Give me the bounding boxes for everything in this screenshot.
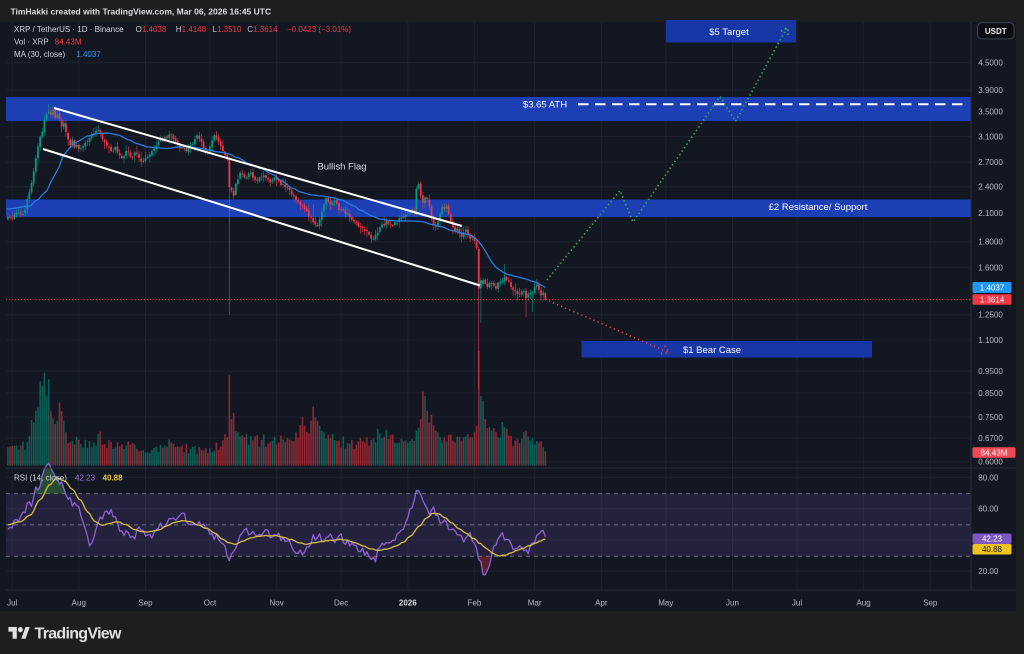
svg-text:1.4037: 1.4037 <box>76 50 101 59</box>
svg-text:Aug: Aug <box>72 599 86 608</box>
svg-text:Sep: Sep <box>138 599 153 608</box>
svg-text:0.9500: 0.9500 <box>978 367 1003 376</box>
svg-text:Vol · XRP: Vol · XRP <box>14 38 49 47</box>
svg-text:Sep: Sep <box>923 599 938 608</box>
svg-text:C1.3614: C1.3614 <box>247 25 278 34</box>
svg-text:TimHakki created with TradingV: TimHakki created with TradingView.com, M… <box>11 6 272 16</box>
svg-text:O1.4038: O1.4038 <box>136 25 167 34</box>
svg-text:84.43M: 84.43M <box>981 448 1008 457</box>
svg-text:42.23: 42.23 <box>75 474 96 483</box>
svg-text:4.5000: 4.5000 <box>978 59 1003 68</box>
svg-text:L1.3510: L1.3510 <box>213 25 242 34</box>
svg-text:42.23: 42.23 <box>982 535 1003 544</box>
svg-text:0.6700: 0.6700 <box>978 434 1003 443</box>
svg-text:1.1000: 1.1000 <box>978 336 1003 345</box>
svg-text:1.6000: 1.6000 <box>978 263 1003 272</box>
svg-text:Apr: Apr <box>595 599 608 608</box>
svg-text:Dec: Dec <box>334 599 348 608</box>
svg-text:3.9000: 3.9000 <box>978 86 1003 95</box>
svg-text:80.00: 80.00 <box>978 473 999 482</box>
svg-text:40.88: 40.88 <box>982 545 1003 554</box>
svg-text:MA (30, close): MA (30, close) <box>14 50 65 59</box>
svg-text:2.7000: 2.7000 <box>978 158 1003 167</box>
svg-text:3.5000: 3.5000 <box>978 107 1003 116</box>
svg-text:Aug: Aug <box>856 599 870 608</box>
svg-text:0.6000: 0.6000 <box>978 458 1003 467</box>
svg-text:1.3614: 1.3614 <box>980 295 1005 304</box>
svg-text:20.00: 20.00 <box>978 567 999 576</box>
svg-text:May: May <box>658 599 673 608</box>
svg-text:XRP / TetherUS · 1D · Binance: XRP / TetherUS · 1D · Binance <box>14 25 124 34</box>
svg-text:Mar: Mar <box>528 599 542 608</box>
svg-text:Feb: Feb <box>468 599 482 608</box>
svg-text:1.8000: 1.8000 <box>978 238 1003 247</box>
svg-text:84.43M: 84.43M <box>55 38 82 47</box>
svg-text:2.1000: 2.1000 <box>978 209 1003 218</box>
svg-text:Bullish Flag: Bullish Flag <box>317 162 366 173</box>
svg-text:Nov: Nov <box>269 599 283 608</box>
svg-text:3.1000: 3.1000 <box>978 133 1003 142</box>
svg-text:1.4037: 1.4037 <box>980 283 1005 292</box>
svg-text:0.7500: 0.7500 <box>978 413 1003 422</box>
svg-text:RSI (14, close): RSI (14, close) <box>14 474 67 483</box>
svg-text:Jun: Jun <box>726 599 739 608</box>
svg-text:$1 Bear Case: $1 Bear Case <box>683 345 741 356</box>
svg-text:0.8500: 0.8500 <box>978 389 1003 398</box>
svg-text:$3.65 ATH: $3.65 ATH <box>523 100 567 111</box>
svg-text:Oct: Oct <box>204 599 217 608</box>
svg-text:Jul: Jul <box>7 599 17 608</box>
svg-text:2.4000: 2.4000 <box>978 183 1003 192</box>
svg-text:£2 Resistance/ Support: £2 Resistance/ Support <box>769 202 868 213</box>
svg-text:1.2500: 1.2500 <box>978 311 1003 320</box>
svg-text:TradingView: TradingView <box>35 626 123 643</box>
svg-text:Jul: Jul <box>792 599 802 608</box>
svg-text:H1.4148: H1.4148 <box>176 25 207 34</box>
svg-text:−0.0423 (−3.01%): −0.0423 (−3.01%) <box>287 25 351 34</box>
svg-text:$5 Target: $5 Target <box>709 27 749 38</box>
svg-text:USDT: USDT <box>985 27 1007 36</box>
svg-text:40.88: 40.88 <box>103 474 124 483</box>
svg-text:60.00: 60.00 <box>978 505 999 514</box>
svg-text:2026: 2026 <box>399 599 417 608</box>
